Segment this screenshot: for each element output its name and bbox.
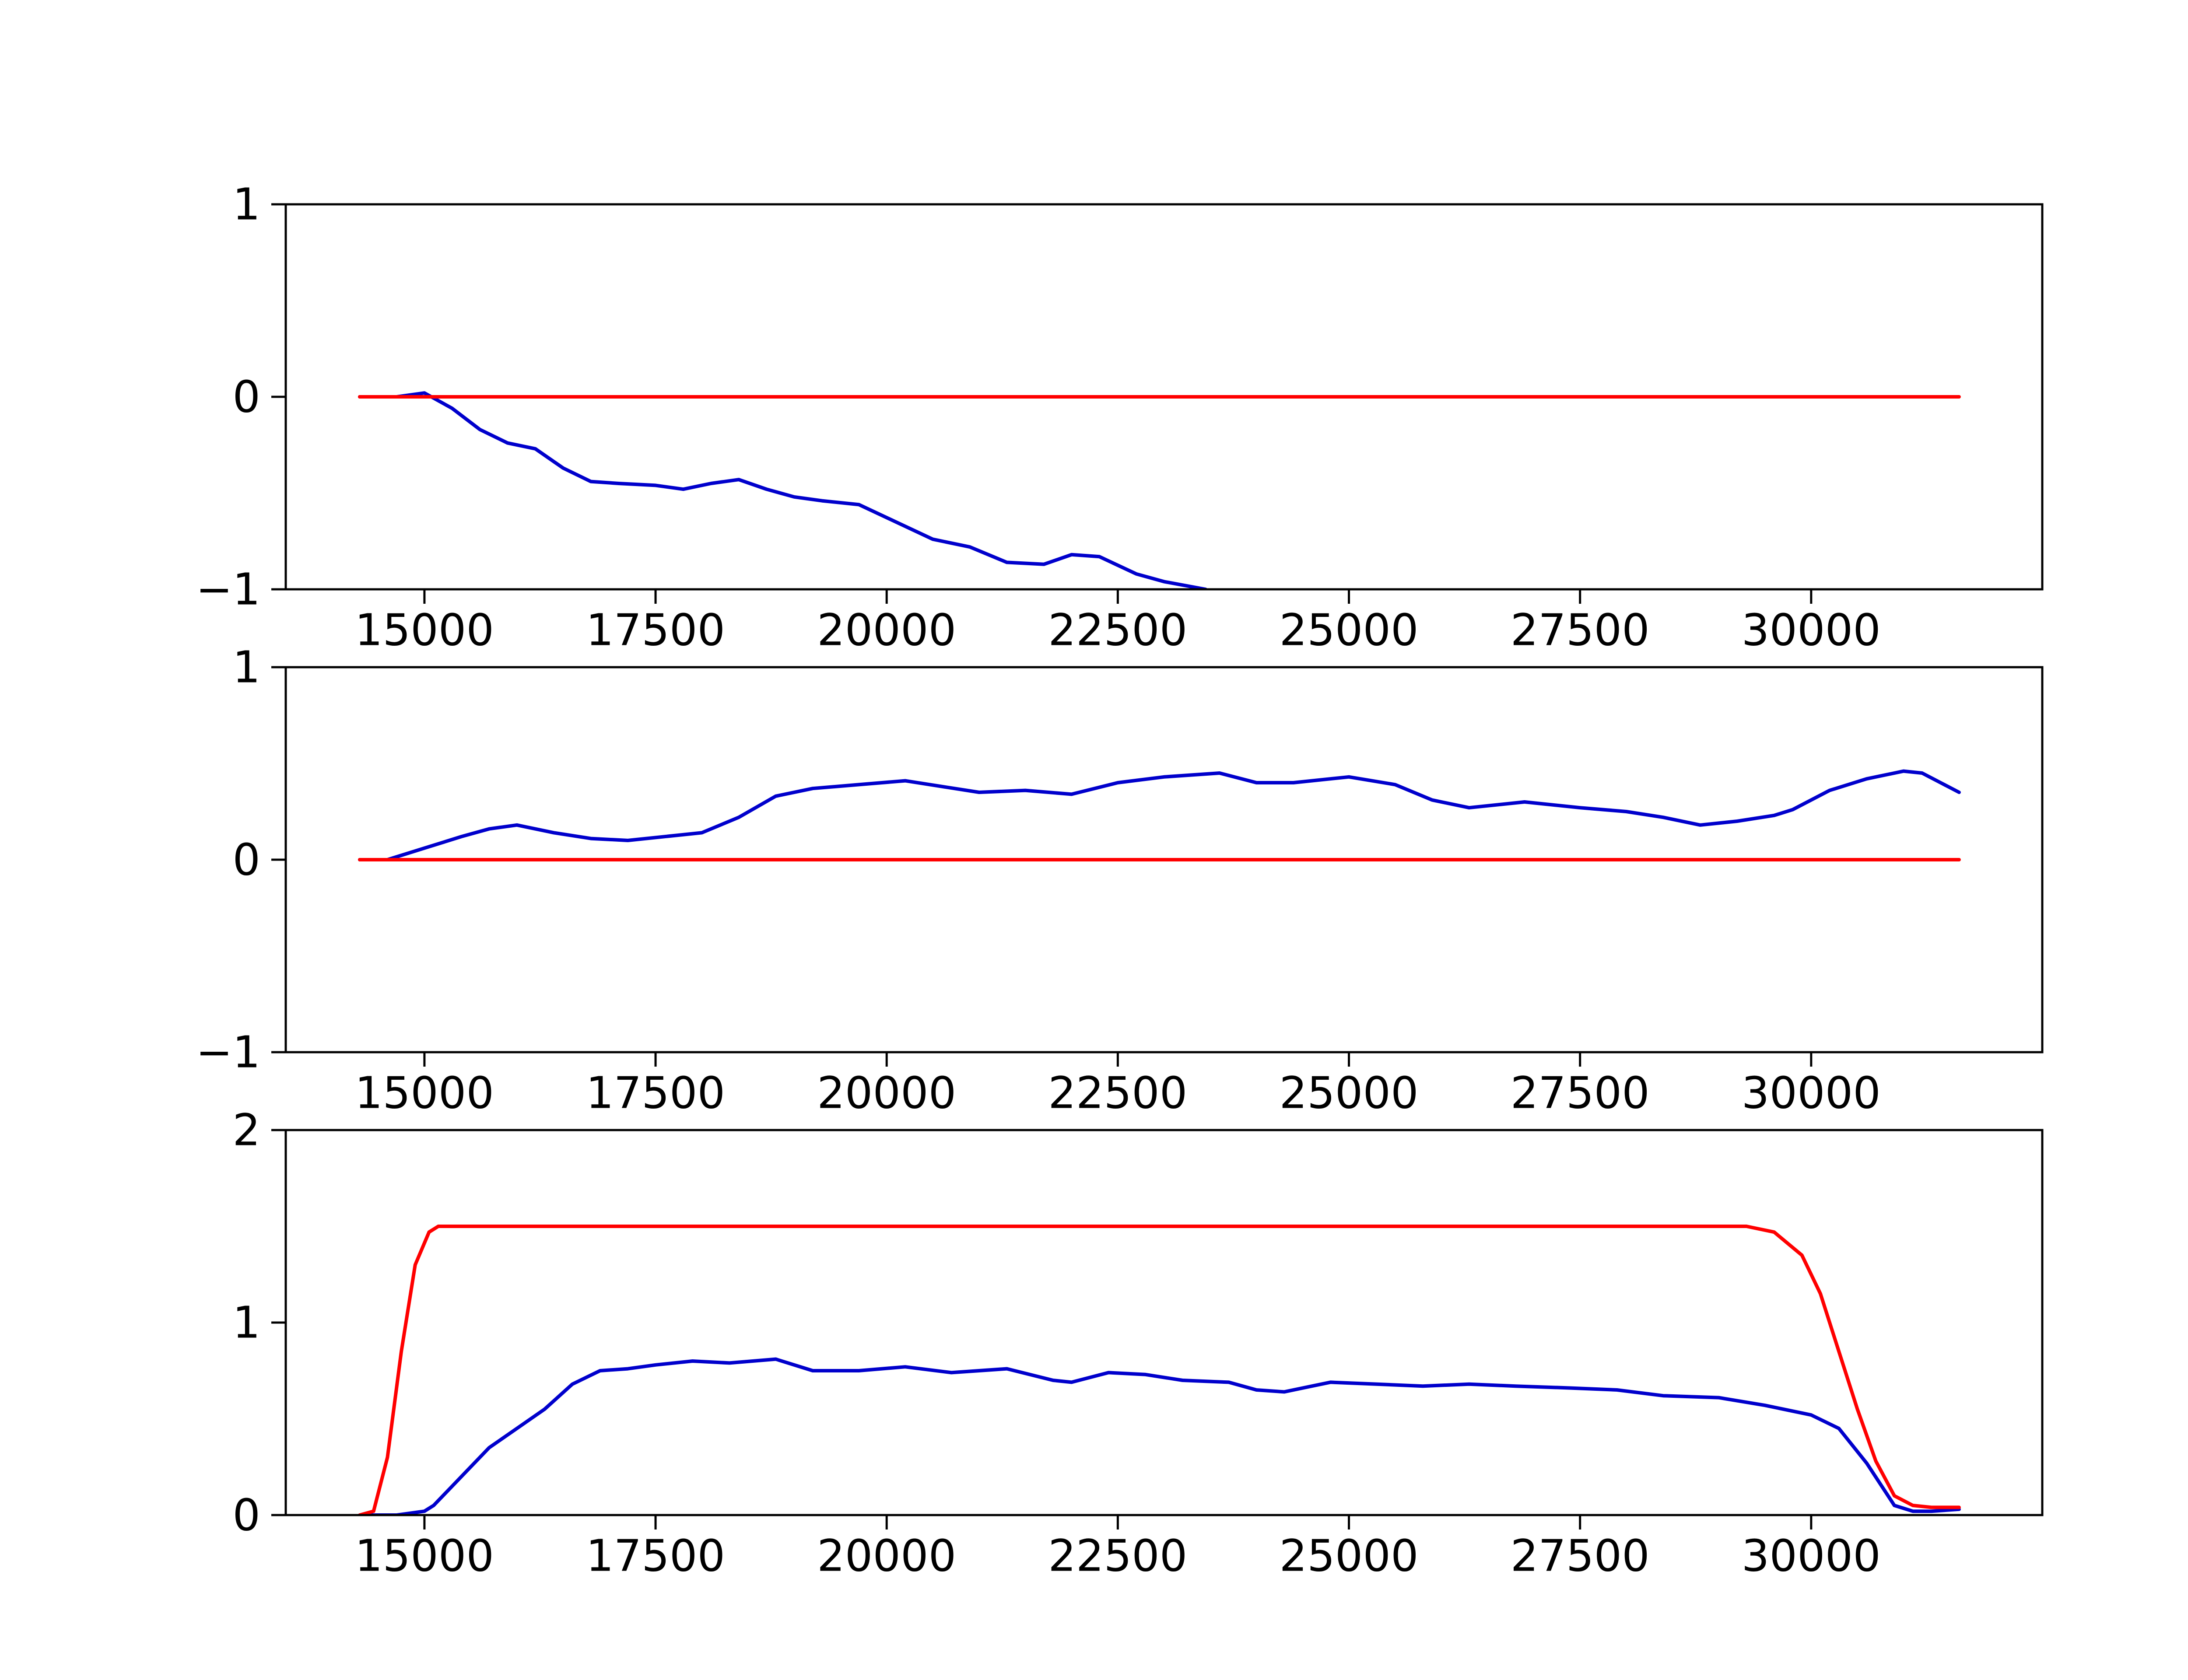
y-tick-label: −1 — [196, 564, 260, 615]
y-tick-label: 0 — [232, 1490, 260, 1541]
x-tick-label: 20000 — [817, 1067, 956, 1118]
x-tick-label: 30000 — [1742, 604, 1881, 655]
y-tick-label: 1 — [232, 179, 260, 230]
x-tick-label: 30000 — [1742, 1530, 1881, 1581]
series-line-blue — [358, 391, 1208, 589]
x-tick-label: 22500 — [1048, 604, 1187, 655]
x-tick-label: 22500 — [1048, 1530, 1187, 1581]
x-tick-label: 27500 — [1511, 604, 1650, 655]
subplot-panels: 15000 17500 20000 22500 25000 27500 30000−1011… — [196, 179, 2044, 1581]
x-tick-label: 20000 — [817, 604, 956, 655]
x-tick-label: 25000 — [1279, 1530, 1418, 1581]
x-tick-label: 17500 — [586, 1530, 725, 1581]
y-tick-label: −1 — [196, 1027, 260, 1078]
series-line-blue — [358, 1357, 1961, 1515]
x-tick-label: 30000 — [1742, 1067, 1881, 1118]
y-tick-label: 2 — [232, 1105, 260, 1156]
x-tick-label: 25000 — [1279, 1067, 1418, 1118]
y-tick-label: 0 — [232, 371, 260, 423]
x-tick-label: 27500 — [1511, 1067, 1650, 1118]
x-tick-label: 15000 — [355, 604, 494, 655]
series-line-red — [358, 1225, 1961, 1515]
y-tick-label: 1 — [232, 1297, 260, 1348]
x-tick-label: 22500 — [1048, 1067, 1187, 1118]
x-tick-label: 15000 — [355, 1530, 494, 1581]
subplot-3: 15000 17500 20000 22500 25000 27500 30000 0 1 2 — [232, 1105, 2044, 1581]
y-tick-label: 1 — [232, 642, 260, 693]
x-tick-label: 20000 — [817, 1530, 956, 1581]
subplot-2: 15000 17500 20000 22500 25000 27500 30000 −1 0 1 — [196, 642, 2044, 1118]
x-tick-label: 17500 — [586, 604, 725, 655]
subplot-1: 15000 17500 20000 22500 25000 27500 30000 −1 0 1 — [196, 179, 2044, 655]
x-tick-label: 27500 — [1511, 1530, 1650, 1581]
series-line-blue — [358, 769, 1961, 861]
x-tick-label: 25000 — [1279, 604, 1418, 655]
x-tick-label: 15000 — [355, 1067, 494, 1118]
x-tick-label: 17500 — [586, 1067, 725, 1118]
y-tick-label: 0 — [232, 834, 260, 886]
